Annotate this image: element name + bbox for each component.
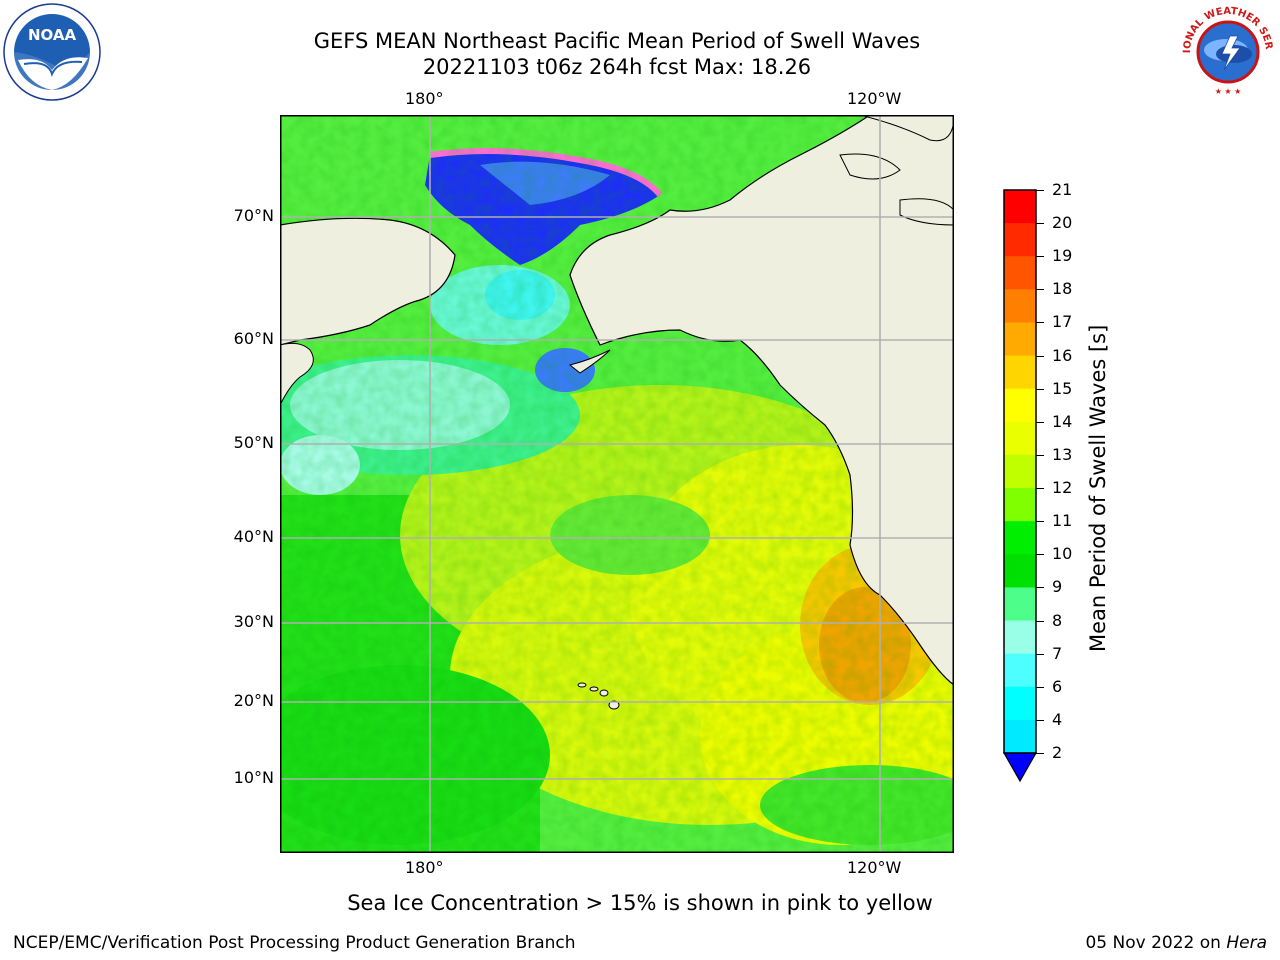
colorbar-swatch	[1004, 521, 1036, 555]
colorbar-tick-label: 14	[1052, 411, 1073, 431]
colorbar-tick-label: 4	[1052, 709, 1063, 729]
footer-machine: Hera	[1226, 933, 1267, 953]
lat-tick-40n: 40°N	[233, 527, 274, 546]
colorbar-swatches	[1002, 189, 1038, 783]
colorbar-tick-mark	[1036, 322, 1044, 324]
colorbar-swatch	[1004, 190, 1036, 224]
colorbar-tick-label: 2	[1052, 743, 1063, 762]
colorbar-tick-label: 12	[1052, 478, 1073, 498]
colorbar-tick-label: 15	[1052, 378, 1073, 398]
footer-date: 05 Nov 2022 on Hera	[1085, 933, 1267, 953]
lat-tick-60n: 60°N	[233, 329, 274, 348]
colorbar-swatch	[1004, 454, 1036, 489]
colorbar-tick-label: 20	[1052, 213, 1073, 233]
colorbar-tick-mark	[1036, 190, 1044, 191]
svg-text:★ ★ ★: ★ ★ ★	[1215, 87, 1242, 96]
colorbar-tick-label: 11	[1052, 511, 1073, 531]
colorbar-swatch	[1004, 388, 1036, 423]
colorbar-swatch	[1004, 355, 1036, 390]
colorbar-tick-mark	[1036, 256, 1044, 258]
footer-date-text: 05 Nov 2022 on	[1085, 933, 1227, 953]
footer-producer: NCEP/EMC/Verification Post Processing Pr…	[13, 933, 576, 953]
colorbar-swatch	[1004, 488, 1036, 522]
map-panel	[280, 115, 954, 853]
colorbar-tick-mark	[1036, 719, 1044, 721]
siberia-land	[280, 217, 456, 346]
colorbar-tick-mark	[1036, 753, 1044, 754]
colorbar-swatch	[1004, 322, 1036, 357]
colorbar-tick-label: 9	[1052, 577, 1063, 597]
lon-tick-bottom-180: 180°	[405, 858, 444, 877]
colorbar-swatch	[1004, 554, 1036, 588]
colorbar-tick-mark	[1036, 587, 1044, 589]
colorbar-tick-label: 17	[1052, 312, 1073, 332]
colorbar-swatch	[1004, 256, 1036, 290]
colorbar-tick-mark	[1036, 289, 1044, 291]
colorbar-tick-mark	[1036, 521, 1044, 523]
colorbar-label: Mean Period of Swell Waves [s]	[1086, 324, 1110, 652]
colorbar-swatch	[1004, 223, 1036, 257]
colorbar-swatch	[1004, 421, 1036, 456]
colorbar-swatch	[1004, 653, 1036, 688]
graticule	[280, 115, 954, 853]
colorbar-tick-mark	[1036, 223, 1044, 225]
north-america-land	[569, 115, 954, 686]
colorbar-swatch	[1004, 719, 1036, 754]
colorbar-swatch	[1004, 289, 1036, 323]
lon-tick-bottom-120w: 120°W	[847, 858, 902, 877]
colorbar-tick-label: 13	[1052, 444, 1073, 464]
colorbar-tick-mark	[1036, 355, 1044, 357]
lat-tick-10n: 10°N	[233, 768, 274, 787]
colorbar-tick-mark	[1036, 421, 1044, 423]
nws-logo: NATIONAL WEATHER SERVICE ★ ★ ★	[1174, 0, 1278, 102]
colorbar-tick-mark	[1036, 620, 1044, 622]
colorbar-swatch	[1004, 620, 1036, 655]
colorbar-tick-mark	[1036, 554, 1044, 556]
noaa-logo-text: NOAA	[28, 26, 77, 44]
lon-tick-top-180: 180°	[405, 89, 444, 108]
colorbar-swatch	[1004, 686, 1036, 721]
lon-tick-top-120w: 120°W	[847, 89, 902, 108]
colorbar-tick-mark	[1036, 653, 1044, 655]
sea-ice-note: Sea Ice Concentration > 15% is shown in …	[347, 891, 933, 915]
colorbar-tick-label: 19	[1052, 246, 1073, 266]
chart-title: GEFS MEAN Northeast Pacific Mean Period …	[313, 29, 921, 53]
lat-tick-20n: 20°N	[233, 691, 274, 710]
colorbar-tick-label: 7	[1052, 643, 1063, 663]
colorbar-tick-label: 21	[1052, 180, 1073, 199]
colorbar-tick-mark	[1036, 454, 1044, 456]
swell-period-map	[280, 115, 954, 853]
lat-tick-30n: 30°N	[233, 612, 274, 631]
colorbar	[1002, 188, 1038, 783]
colorbar-swatch	[1004, 587, 1036, 622]
colorbar-tick-mark	[1036, 488, 1044, 490]
colorbar-tick-label: 8	[1052, 610, 1063, 630]
colorbar-tick-label: 10	[1052, 544, 1073, 564]
colorbar-tick-label: 18	[1052, 279, 1073, 299]
chart-subtitle: 20221103 t06z 264h fcst Max: 18.26	[422, 55, 812, 79]
lat-tick-50n: 50°N	[233, 433, 274, 452]
colorbar-tick-mark	[1036, 388, 1044, 390]
colorbar-tick-label: 16	[1052, 345, 1073, 365]
noaa-logo: NOAA	[2, 2, 102, 102]
colorbar-tick-mark	[1036, 686, 1044, 688]
lat-tick-70n: 70°N	[233, 206, 274, 225]
colorbar-extend-triangle	[1002, 752, 1038, 783]
colorbar-tick-label: 6	[1052, 676, 1063, 696]
